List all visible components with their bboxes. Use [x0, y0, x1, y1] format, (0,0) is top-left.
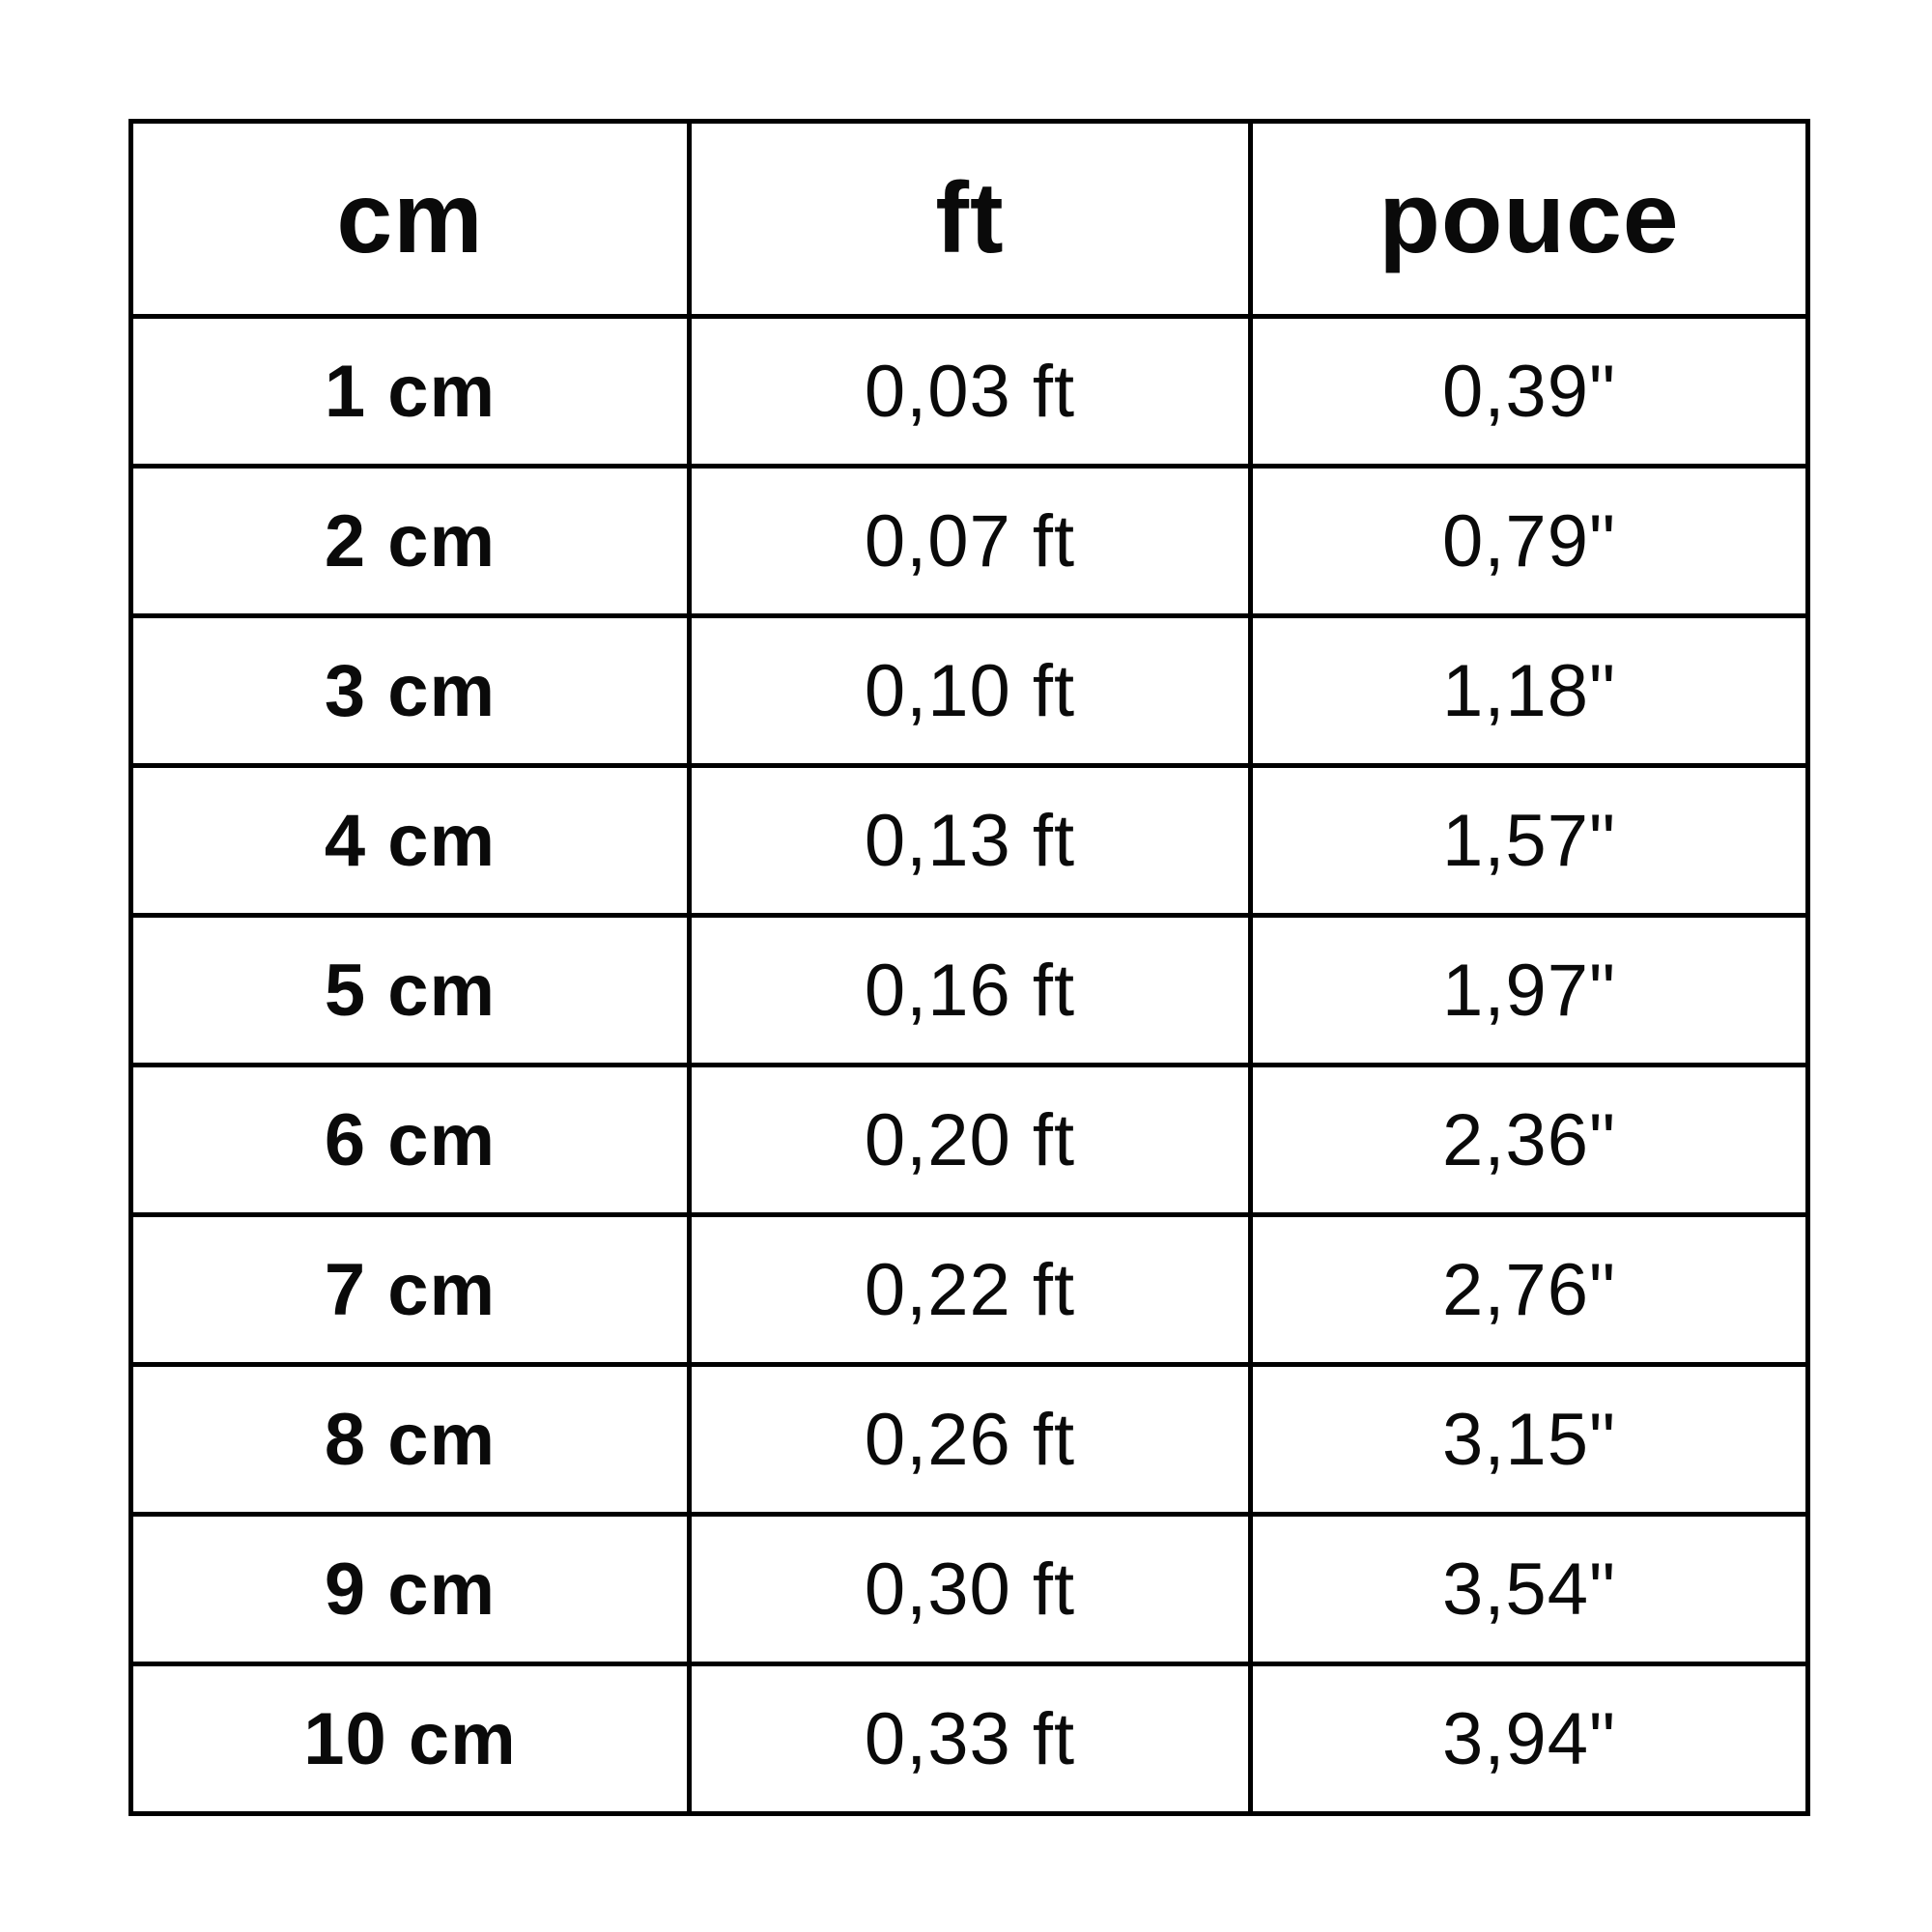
table-row: 10 cm 0,33 ft 3,94": [128, 1662, 1810, 1816]
cell-cm: 5 cm: [128, 913, 692, 1067]
cell-ft: 0,07 ft: [687, 464, 1253, 618]
cell-ft: 0,10 ft: [687, 613, 1253, 768]
cell-cm: 1 cm: [128, 314, 692, 469]
cell-ft: 0,20 ft: [687, 1063, 1253, 1217]
header-cell-pouce: pouce: [1248, 119, 1810, 319]
table-row: 5 cm 0,16 ft 1,97": [128, 913, 1810, 1067]
cell-pouce: 3,15": [1248, 1362, 1810, 1517]
cell-cm: 7 cm: [128, 1212, 692, 1367]
cell-cm: 6 cm: [128, 1063, 692, 1217]
header-cell-cm: cm: [128, 119, 692, 319]
table-row: 8 cm 0,26 ft 3,15": [128, 1362, 1810, 1517]
table-row: 6 cm 0,20 ft 2,36": [128, 1063, 1810, 1217]
cell-cm: 10 cm: [128, 1662, 692, 1816]
table-row: 7 cm 0,22 ft 2,76": [128, 1212, 1810, 1367]
cell-pouce: 1,18": [1248, 613, 1810, 768]
header-cell-ft: ft: [687, 119, 1253, 319]
cell-pouce: 2,76": [1248, 1212, 1810, 1367]
cell-cm: 9 cm: [128, 1512, 692, 1666]
table-row: 4 cm 0,13 ft 1,57": [128, 763, 1810, 918]
header-row: cm ft pouce: [128, 119, 1810, 319]
cell-pouce: 3,94": [1248, 1662, 1810, 1816]
cell-ft: 0,30 ft: [687, 1512, 1253, 1666]
cell-cm: 3 cm: [128, 613, 692, 768]
cell-ft: 0,22 ft: [687, 1212, 1253, 1367]
cell-pouce: 2,36": [1248, 1063, 1810, 1217]
table-row: 3 cm 0,10 ft 1,18": [128, 613, 1810, 768]
cell-pouce: 1,57": [1248, 763, 1810, 918]
cell-ft: 0,33 ft: [687, 1662, 1253, 1816]
cell-cm: 2 cm: [128, 464, 692, 618]
conversion-table: cm ft pouce 1 cm 0,03 ft 0,39" 2 cm 0,07…: [128, 119, 1810, 1816]
cell-ft: 0,13 ft: [687, 763, 1253, 918]
table-row: 2 cm 0,07 ft 0,79": [128, 464, 1810, 618]
table-row: 1 cm 0,03 ft 0,39": [128, 314, 1810, 469]
table-row: 9 cm 0,30 ft 3,54": [128, 1512, 1810, 1666]
cell-cm: 8 cm: [128, 1362, 692, 1517]
cell-ft: 0,03 ft: [687, 314, 1253, 469]
cell-ft: 0,26 ft: [687, 1362, 1253, 1517]
cell-pouce: 0,39": [1248, 314, 1810, 469]
cell-ft: 0,16 ft: [687, 913, 1253, 1067]
cell-pouce: 0,79": [1248, 464, 1810, 618]
cell-pouce: 1,97": [1248, 913, 1810, 1067]
cell-cm: 4 cm: [128, 763, 692, 918]
cell-pouce: 3,54": [1248, 1512, 1810, 1666]
